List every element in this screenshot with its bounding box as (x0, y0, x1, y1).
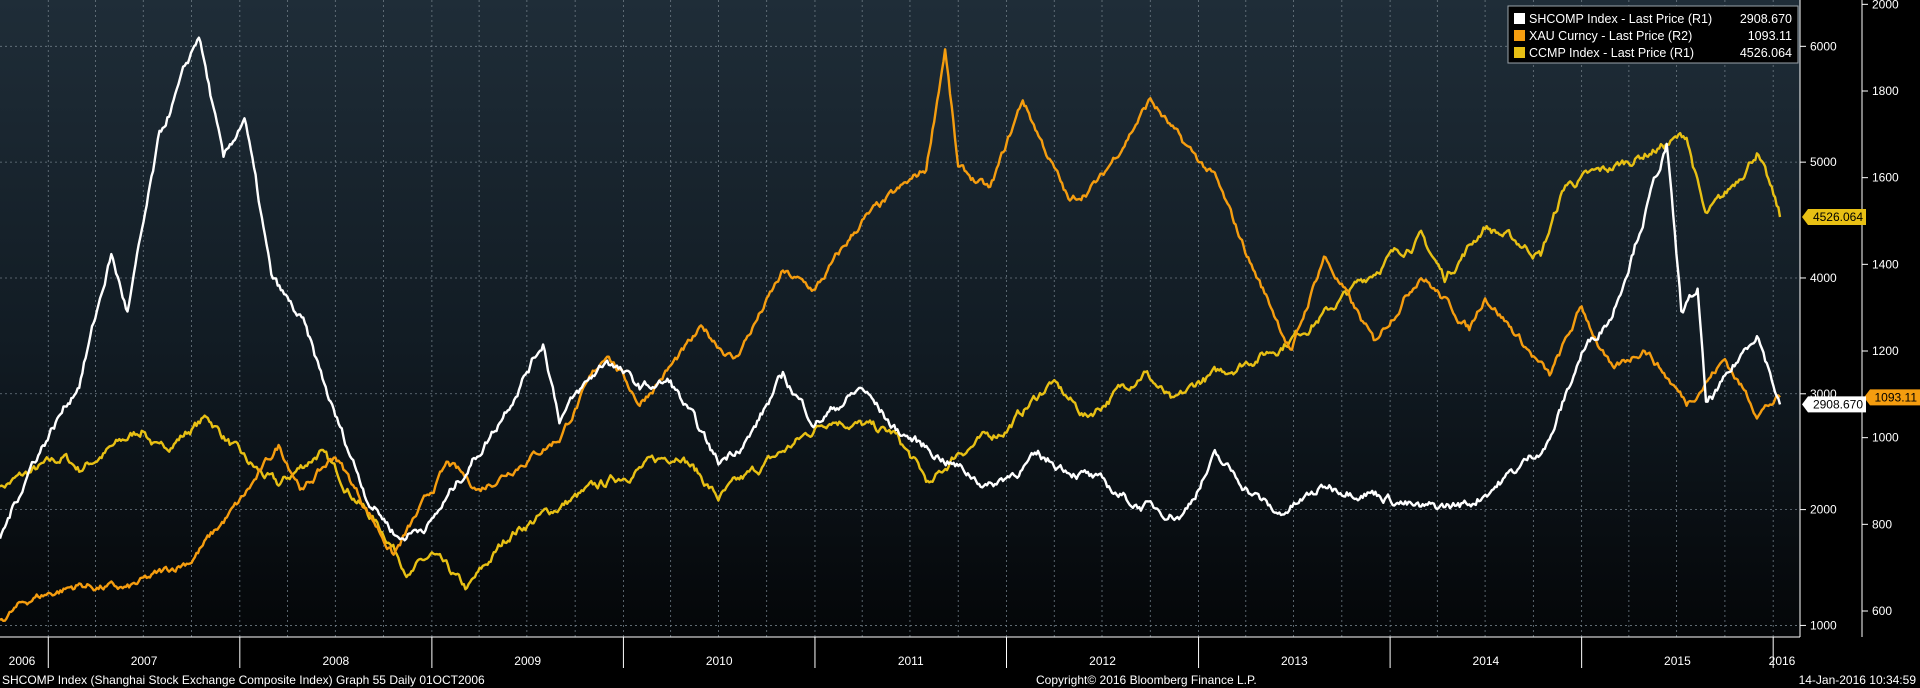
x-tick-label: 2012 (1089, 654, 1116, 668)
r1-tick-label: 5000 (1810, 155, 1837, 169)
footer-timestamp: 14-Jan-2016 10:34:59 (1799, 673, 1917, 687)
footer-left: SHCOMP Index (Shanghai Stock Exchange Co… (2, 673, 485, 687)
last-tag-box (1802, 396, 1866, 413)
last-tag-0: 2908.670 (1802, 396, 1866, 413)
last-tag-box (1802, 209, 1866, 226)
gridlines (0, 0, 1800, 637)
x-tick-label: 2014 (1473, 654, 1500, 668)
legend-entry-1: XAU Curncy - Last Price (R2) 1093.11 (1514, 29, 1792, 43)
r2-tick-label: 2000 (1872, 0, 1899, 11)
x-tick-label: 2010 (706, 654, 733, 668)
r2-tick-label: 1800 (1872, 84, 1899, 98)
r1-tick-label: 4000 (1810, 271, 1837, 285)
x-tick-label: 2006 (9, 654, 36, 668)
last-tag-value: 2908.670 (1813, 397, 1863, 411)
r2-tick-label: 1600 (1872, 171, 1899, 185)
legend-swatch (1514, 47, 1525, 58)
r2-tick-label: 1000 (1872, 431, 1899, 445)
last-tag-2: 4526.064 (1802, 209, 1866, 226)
x-tick-label: 2015 (1664, 654, 1691, 668)
legend-box (1507, 5, 1799, 64)
legend-value: 4526.064 (1740, 46, 1792, 60)
last-tag-1: 1093.11 (1864, 389, 1920, 406)
series-line-0 (0, 36, 1782, 542)
x-tick-label: 2013 (1281, 654, 1308, 668)
x-tick-label: 2011 (898, 654, 924, 668)
series-layer (0, 36, 1782, 622)
legend-swatch (1514, 30, 1525, 41)
legend-entry-0: SHCOMP Index - Last Price (R1) 2908.670 (1514, 12, 1792, 26)
x-tick-label: 2007 (131, 654, 158, 668)
legend-value: 2908.670 (1740, 12, 1792, 26)
r2-tick-label: 800 (1872, 517, 1892, 531)
r2-axis: 600 800 1000 1200 1400 1600 1800 2000 (1861, 0, 1899, 637)
legend-label: XAU Curncy - Last Price (R2) (1529, 29, 1692, 43)
x-tick-label: 2016 (1769, 654, 1796, 668)
legend-entry-2: CCMP Index - Last Price (R1) 4526.064 (1514, 46, 1792, 60)
plot-background (0, 0, 1800, 637)
footer-copyright: Copyright© 2016 Bloomberg Finance L.P. (1036, 673, 1257, 687)
x-tick-label: 2009 (514, 654, 541, 668)
r1-tick-label: 6000 (1810, 39, 1837, 53)
last-tag-value: 1093.11 (1875, 390, 1918, 404)
r2-tick-label: 1400 (1872, 257, 1899, 271)
legend-swatch (1514, 13, 1525, 24)
r2-tick-label: 1200 (1872, 344, 1899, 358)
legend-label: SHCOMP Index - Last Price (R1) (1529, 12, 1712, 26)
footer: SHCOMP Index (Shanghai Stock Exchange Co… (2, 673, 1916, 687)
x-axis: 2006 2007 2008 2009 2010 2011 2012 2013 2014 2015… (0, 636, 1800, 668)
last-tag-box (1864, 389, 1920, 406)
last-value-tags: 4526.064 1093.11 2908.670 (1802, 209, 1920, 413)
legend-value: 1093.11 (1748, 29, 1792, 43)
last-tag-value: 4526.064 (1813, 210, 1863, 224)
series-line-1 (0, 48, 1781, 622)
r2-tick-label: 600 (1872, 604, 1892, 618)
x-tick-label: 2008 (322, 654, 349, 668)
legend: SHCOMP Index - Last Price (R1) 2908.670 XA… (1507, 5, 1799, 64)
legend-label: CCMP Index - Last Price (R1) (1529, 46, 1694, 60)
series-line-2 (0, 131, 1782, 591)
r1-tick-label: 2000 (1810, 503, 1837, 517)
r1-tick-label: 1000 (1810, 618, 1837, 632)
